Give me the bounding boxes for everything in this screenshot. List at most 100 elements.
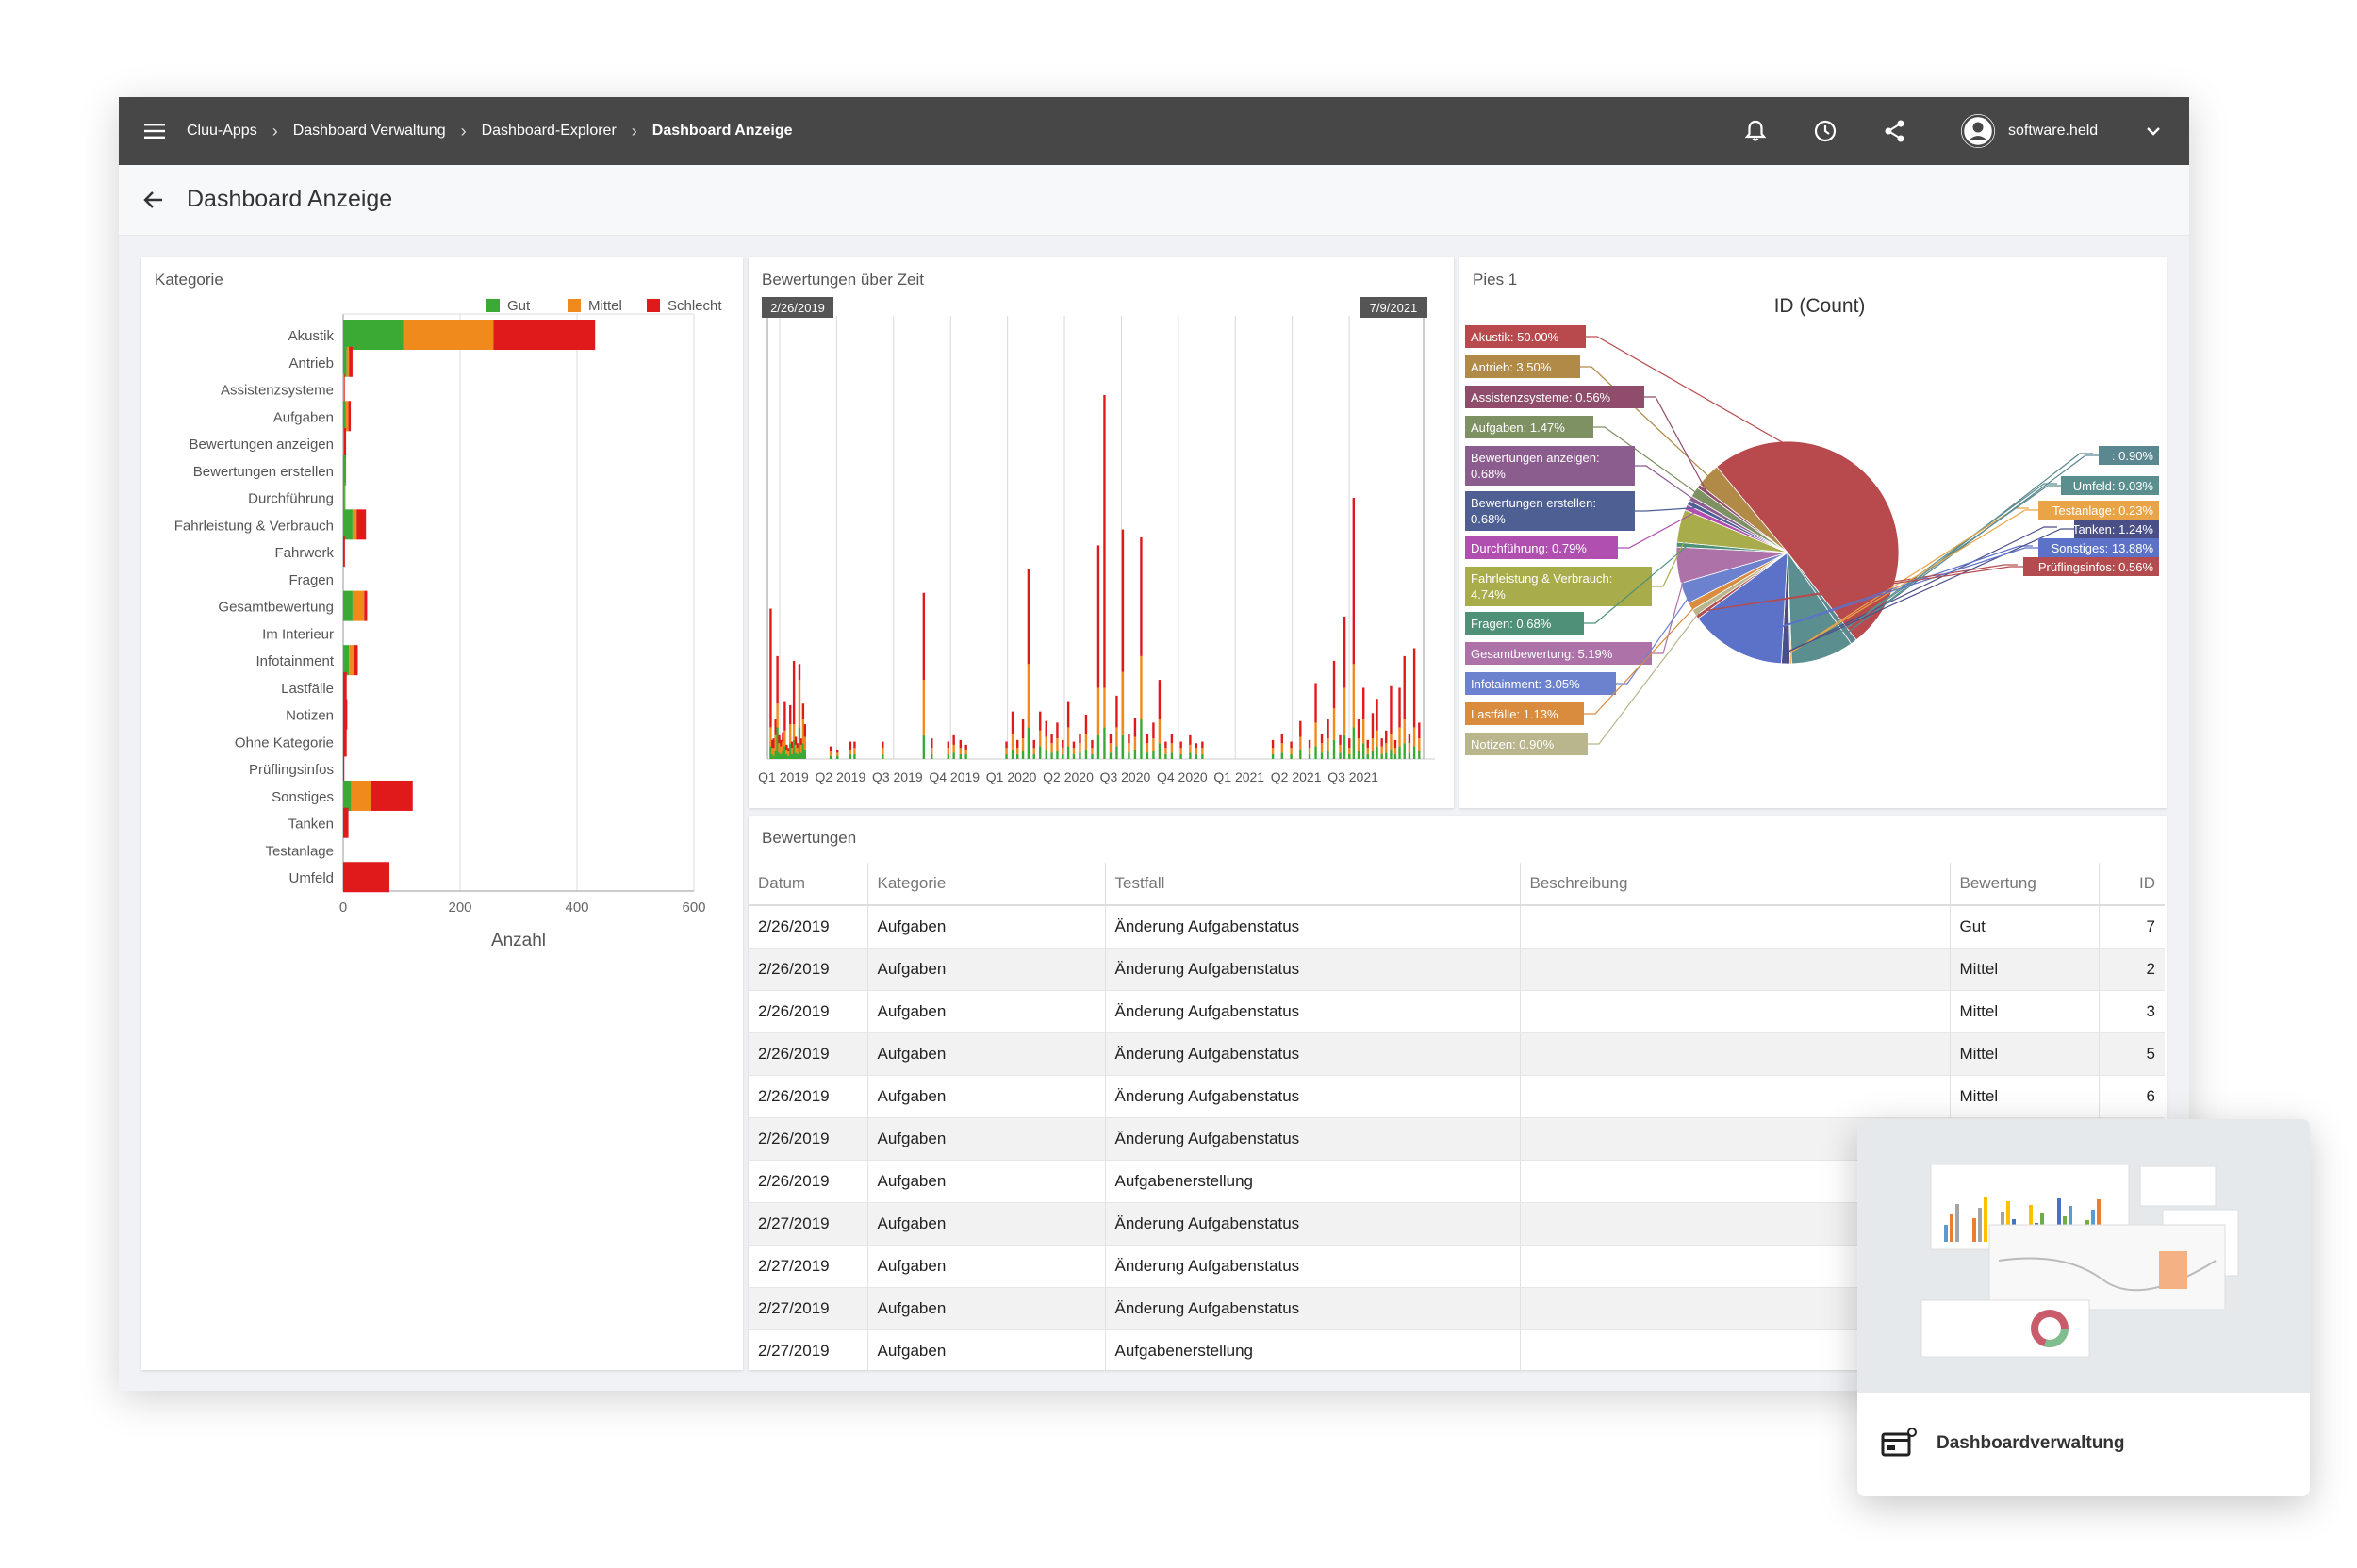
time-bar [769,746,772,759]
bar-segment [343,373,345,404]
time-bar [796,743,799,749]
time-bar [959,739,963,749]
time-bar [790,748,794,754]
time-bar [1027,727,1030,759]
time-bar [1371,738,1375,751]
time-bar [1079,743,1081,753]
table-row[interactable]: 2/26/2019 Aufgaben Änderung Aufgabenstatus… [749,948,2165,991]
time-bar [1308,748,1311,754]
table-cell: Aufgaben [867,1329,1106,1370]
time-bar [1045,736,1047,750]
time-bar [801,743,805,759]
breadcrumb-item-cluu-apps[interactable]: Cluu-Apps [187,123,257,139]
time-bar [803,724,807,737]
breadcrumb-item-dashboard-verwaltung[interactable]: Dashboard Verwaltung [292,123,446,139]
x-tick-label: Q3 2021 [1327,769,1378,784]
thumbnail-bar [1972,1218,1976,1242]
time-bar [783,746,786,759]
column-header-testfall[interactable]: Testfall [1105,863,1521,906]
time-bar [792,724,796,740]
column-header-bewertung[interactable]: Bewertung [1950,863,2100,906]
table-cell: 2/26/2019 [749,1160,868,1203]
time-bar [1164,748,1167,754]
time-bar [1189,744,1192,753]
arrow-left-icon[interactable] [141,188,166,212]
pie-label: Lastfälle: 1.13% [1471,707,1558,721]
time-bar [1103,687,1106,728]
time-bar [931,753,933,759]
table-row[interactable]: 2/26/2019 Aufgaben Änderung Aufgabenstatus… [749,905,2165,949]
time-bar [1362,743,1365,759]
table-row[interactable]: 2/26/2019 Aufgaben Änderung Aufgabenstatus… [749,1075,2165,1118]
time-bar [836,755,839,759]
share-icon[interactable] [1882,118,1908,144]
table-cell: Änderung Aufgabenstatus [1105,905,1521,949]
chevron-down-icon[interactable] [2140,118,2167,144]
bell-icon[interactable] [1742,118,1769,144]
time-bar [1398,727,1401,747]
pie-label-box [1465,386,1644,408]
time-bar [1140,719,1143,759]
table-cell: Aufgaben [867,1075,1106,1118]
time-bar [931,748,933,754]
panel-kategorie: Kategorie 0 200 400 600 Anzahl Gut Mittel Schle… [141,257,743,1370]
time-bar [787,748,790,751]
time-bar [1016,748,1019,754]
time-bar [1201,753,1204,759]
time-bar [1128,734,1130,744]
pie-leader-line [1652,528,1691,587]
time-bar [1021,719,1025,739]
time-bar [772,755,775,759]
table-cell: 2/27/2019 [749,1329,868,1370]
clock-icon[interactable] [1812,118,1838,144]
menu-icon[interactable] [141,118,168,144]
category-label: Aufgaben [273,409,334,425]
bar-segment [343,428,344,459]
table-cell: Änderung Aufgabenstatus [1105,1075,1521,1118]
time-bar [1032,739,1035,749]
bar-segment [343,862,389,893]
time-bar [836,752,839,756]
category-label: Umfeld [288,870,334,886]
time-bar [1390,734,1393,750]
time-bar [1398,687,1401,728]
table-cell: 2 [2099,948,2165,991]
table-row[interactable]: 2/26/2019 Aufgaben Änderung Aufgabenstatus… [749,990,2165,1033]
column-header-kategorie[interactable]: Kategorie [867,863,1106,906]
card-thumbnail [1857,1119,2310,1393]
time-bar [1403,719,1406,744]
table-cell: 2/26/2019 [749,990,868,1033]
table-cell: 2/26/2019 [749,1075,868,1118]
table-cell: Änderung Aufgabenstatus [1105,990,1521,1033]
pie-label: Assistenzsysteme: 0.56% [1471,390,1611,404]
time-bar [782,732,784,742]
time-bar [1314,722,1317,747]
pie-label-box [1465,355,1580,378]
table-row[interactable]: 2/26/2019 Aufgaben Änderung Aufgabenstatus… [749,1032,2165,1076]
time-bar [1170,743,1174,753]
bar-segment [343,320,404,350]
column-header-datum[interactable]: Datum [749,863,868,906]
column-header-id[interactable]: ID [2099,863,2165,906]
thumbnail-bar [1978,1208,1982,1242]
time-bar [801,719,805,744]
time-bar [1327,738,1329,751]
time-bar [1362,719,1365,744]
bar-segment [343,428,347,459]
dashboard-card[interactable]: Dashboardverwaltung [1857,1119,2310,1496]
time-bar [1045,720,1047,737]
category-label: Fahrwerk [274,545,334,561]
time-bar [1091,753,1094,759]
time-bar [803,736,807,750]
time-bar [782,741,784,751]
pie-label-box [1465,446,1635,486]
time-bar [1179,753,1182,759]
category-label: Assistenzsysteme [221,383,334,399]
breadcrumb-item-dashboard-explorer[interactable]: Dashboard-Explorer [481,123,617,139]
user-menu[interactable]: software.held [1961,112,2098,150]
time-bar [1380,746,1383,754]
pie-label-box [1465,491,1635,531]
column-header-beschreibung[interactable]: Beschreibung [1520,863,1951,906]
time-bar [1348,748,1351,754]
table-cell [1520,905,1951,949]
